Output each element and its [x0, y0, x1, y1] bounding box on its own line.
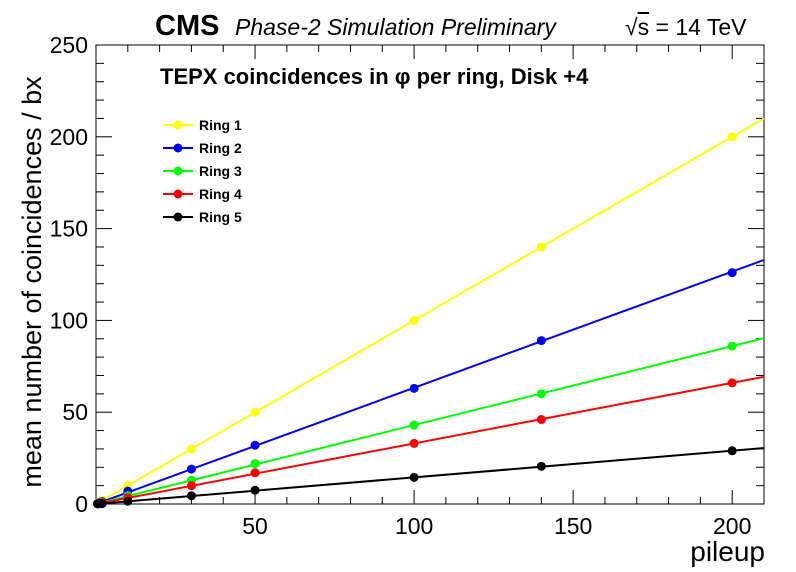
x-tick-label: 50 — [242, 513, 268, 539]
data-point — [727, 341, 737, 351]
data-point — [250, 407, 260, 417]
legend-marker — [173, 120, 183, 130]
data-point — [536, 461, 546, 471]
plot-frame — [95, 44, 765, 505]
legend-entry: Ring 4 — [163, 186, 242, 202]
data-point — [727, 378, 737, 388]
energy-symbol: s — [637, 14, 650, 40]
data-point — [409, 383, 419, 393]
data-point — [250, 440, 260, 450]
legend-entry: Ring 3 — [163, 163, 242, 179]
fit-line — [95, 447, 765, 505]
y-tick-label: 100 — [50, 307, 88, 333]
data-point — [186, 464, 196, 474]
legend-label: Ring 4 — [199, 186, 242, 202]
y-tick-label: 0 — [75, 491, 88, 517]
data-point — [123, 496, 133, 506]
legend-marker — [173, 143, 183, 153]
data-point — [250, 485, 260, 495]
data-point — [536, 389, 546, 399]
y-axis-label: mean number of coincidences / bx — [17, 76, 47, 488]
legend-label: Ring 5 — [199, 209, 242, 225]
legend-marker — [173, 212, 183, 222]
experiment-label: CMS — [155, 10, 220, 42]
data-point — [727, 446, 737, 456]
data-point — [536, 336, 546, 346]
y-tick-label: 50 — [62, 399, 88, 425]
legend-entry: Ring 5 — [163, 209, 242, 225]
fit-line — [95, 117, 765, 505]
fit-line — [95, 337, 765, 505]
fit-line — [95, 375, 765, 505]
data-point — [727, 132, 737, 142]
legend-entry: Ring 1 — [163, 117, 242, 133]
sqrt-icon: √ — [625, 14, 638, 40]
y-tick-label: 150 — [50, 216, 88, 242]
legend-marker — [173, 189, 183, 199]
x-axis-label: pileup — [690, 536, 765, 567]
series-ring-2 — [93, 259, 765, 508]
legend-label: Ring 1 — [199, 117, 242, 133]
fit-line — [95, 259, 765, 505]
chart-title: TEPX coincidences in φ per ring, Disk +4 — [160, 64, 589, 89]
data-point — [409, 472, 419, 482]
data-point — [536, 415, 546, 425]
data-point — [186, 444, 196, 454]
series-ring-5 — [93, 446, 765, 509]
x-tick-label: 200 — [713, 513, 751, 539]
data-point — [97, 498, 107, 508]
data-point — [727, 268, 737, 278]
y-tick-label: 200 — [50, 124, 88, 150]
series-ring-4 — [93, 375, 765, 509]
data-point — [536, 242, 546, 252]
energy-value: = 14 TeV — [655, 14, 747, 40]
legend-label: Ring 2 — [199, 140, 242, 156]
data-point — [250, 468, 260, 478]
simulation-label: Phase-2 Simulation Preliminary — [235, 14, 556, 40]
data-point — [250, 459, 260, 469]
data-point — [186, 481, 196, 491]
x-tick-label: 100 — [395, 513, 433, 539]
legend-marker — [173, 166, 183, 176]
y-tick-label: 250 — [50, 32, 88, 58]
data-point — [409, 420, 419, 430]
series-ring-1 — [93, 117, 765, 508]
energy-label: √s = 14 TeV — [625, 14, 747, 41]
data-point — [409, 438, 419, 448]
legend-entry: Ring 2 — [163, 140, 242, 156]
legend-label: Ring 3 — [199, 163, 242, 179]
data-point — [186, 491, 196, 501]
x-tick-label: 150 — [554, 513, 592, 539]
data-point — [409, 315, 419, 325]
